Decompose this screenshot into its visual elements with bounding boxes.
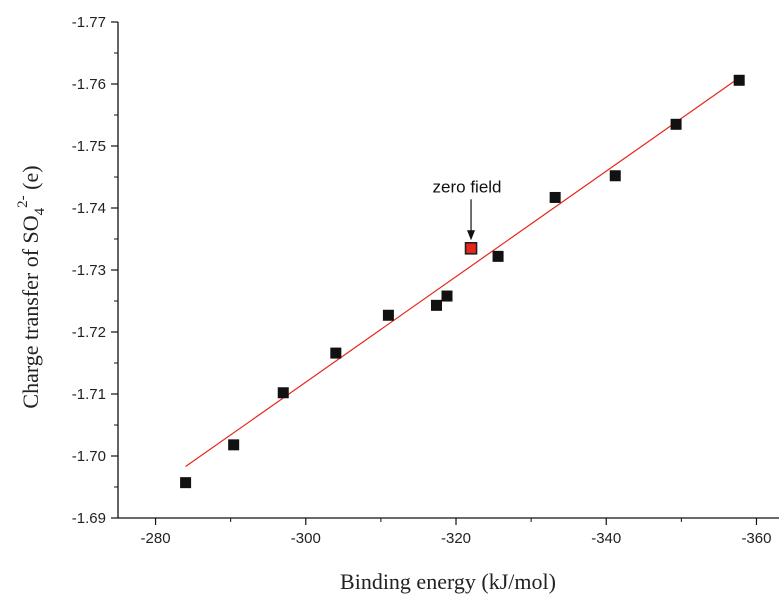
y-axis: -1.69 -1.70 -1.71 -1.72 -1.73 -1.74 -1.75 -1.76… <box>72 14 118 527</box>
data-point <box>549 191 561 203</box>
plot-frame <box>117 22 779 519</box>
data-point <box>670 118 682 130</box>
y-axis-title-prefix: Charge transfer of SO <box>18 215 43 408</box>
fit-line-layer <box>185 77 740 468</box>
y-tick-label: -1.69 <box>72 510 106 527</box>
x-tick-label: -340 <box>591 530 621 547</box>
y-tick-label: -1.75 <box>72 138 106 155</box>
x-tick-label: -280 <box>141 530 171 547</box>
fit-line <box>185 77 740 468</box>
x-tick-label: -320 <box>441 530 471 547</box>
y-axis-title-subscript: 4 <box>32 207 48 215</box>
x-axis-title: Binding energy (kJ/mol) <box>340 569 556 594</box>
y-tick-label: -1.71 <box>72 386 106 403</box>
y-axis-title-suffix: (e) <box>18 165 43 195</box>
data-point <box>492 250 504 262</box>
annotation-layer: zero field <box>433 177 502 241</box>
highlighted-data-point <box>464 242 478 255</box>
y-tick-label: -1.70 <box>72 448 106 465</box>
y-tick-label: -1.74 <box>72 200 106 217</box>
y-tick-label: -1.73 <box>72 262 106 279</box>
y-tick-label: -1.76 <box>72 76 106 93</box>
y-tick-label: -1.77 <box>72 14 106 31</box>
data-point <box>228 439 240 451</box>
y-axis-title-superscript: 2- <box>15 195 31 208</box>
data-point <box>430 299 442 311</box>
y-axis-title: Charge transfer of SO42- (e) <box>15 165 48 408</box>
data-point <box>180 477 192 489</box>
data-point <box>733 74 745 86</box>
x-tick-label: -300 <box>291 530 321 547</box>
x-axis: -280 -300 -320 -340 -360 <box>141 518 771 547</box>
data-point <box>609 170 621 182</box>
annotation-label: zero field <box>433 177 502 196</box>
data-point <box>382 309 394 321</box>
data-points-layer <box>180 74 745 489</box>
data-point <box>441 290 453 302</box>
annotation-arrow-head <box>467 230 476 241</box>
data-point <box>277 387 289 399</box>
data-point <box>330 347 342 359</box>
x-tick-label: -360 <box>741 530 771 547</box>
y-tick-label: -1.72 <box>72 324 106 341</box>
